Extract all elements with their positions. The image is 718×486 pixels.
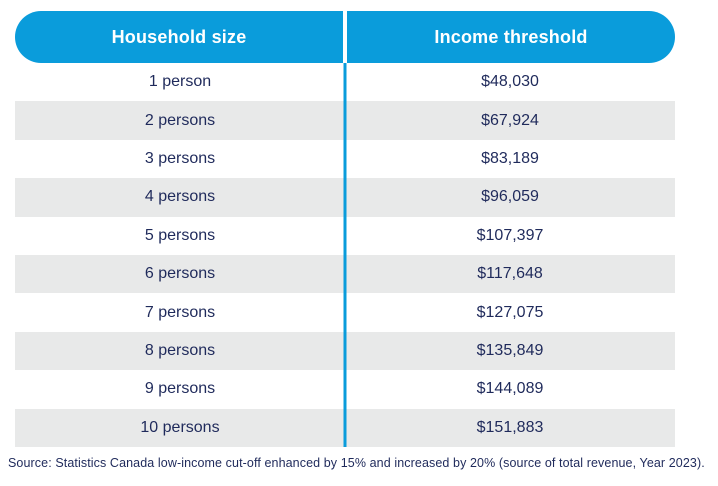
income-threshold-cell: $144,089 bbox=[476, 380, 544, 398]
income-threshold-table: Household size Income threshold 1 person… bbox=[15, 11, 675, 447]
income-threshold-cell: $83,189 bbox=[481, 149, 539, 167]
household-size-cell: 3 persons bbox=[144, 149, 216, 167]
income-threshold-cell: $127,075 bbox=[476, 303, 544, 321]
household-size-cell: 5 persons bbox=[144, 226, 216, 244]
income-threshold-cell: $151,883 bbox=[476, 418, 544, 436]
header-divider bbox=[343, 11, 347, 63]
household-size-cell: 6 persons bbox=[144, 265, 216, 283]
table-body: 1 person $48,030 2 persons $67,924 3 persons… bbox=[15, 63, 675, 447]
income-threshold-cell: $135,849 bbox=[476, 341, 544, 359]
household-size-cell: 4 persons bbox=[144, 188, 216, 206]
household-size-cell: 1 person bbox=[148, 73, 212, 91]
income-threshold-cell: $117,648 bbox=[477, 265, 543, 283]
column-divider-line bbox=[343, 63, 347, 447]
income-threshold-cell: $96,059 bbox=[481, 188, 539, 206]
table-header-row: Household size Income threshold bbox=[15, 11, 675, 63]
source-note: Source: Statistics Canada low-income cut… bbox=[8, 456, 705, 470]
column-header-income-threshold: Income threshold bbox=[434, 26, 588, 47]
household-size-cell: 10 persons bbox=[140, 418, 220, 436]
household-size-cell: 9 persons bbox=[144, 380, 216, 398]
household-size-cell: 8 persons bbox=[144, 341, 216, 359]
column-header-household-size: Household size bbox=[111, 26, 247, 47]
household-size-cell: 7 persons bbox=[144, 303, 216, 321]
income-threshold-cell: $107,397 bbox=[476, 226, 544, 244]
household-size-cell: 2 persons bbox=[144, 111, 216, 129]
income-threshold-cell: $48,030 bbox=[481, 73, 539, 91]
income-threshold-cell: $67,924 bbox=[481, 111, 539, 129]
